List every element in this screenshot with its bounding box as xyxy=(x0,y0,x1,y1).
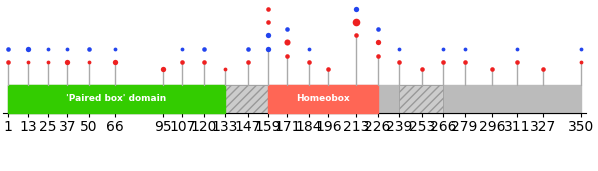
Bar xyxy=(225,85,267,113)
Bar xyxy=(8,85,581,113)
Text: Homeobox: Homeobox xyxy=(296,94,349,103)
Bar xyxy=(8,85,225,113)
Bar xyxy=(399,85,443,113)
Bar xyxy=(267,85,377,113)
Text: 'Paired box' domain: 'Paired box' domain xyxy=(66,94,167,103)
